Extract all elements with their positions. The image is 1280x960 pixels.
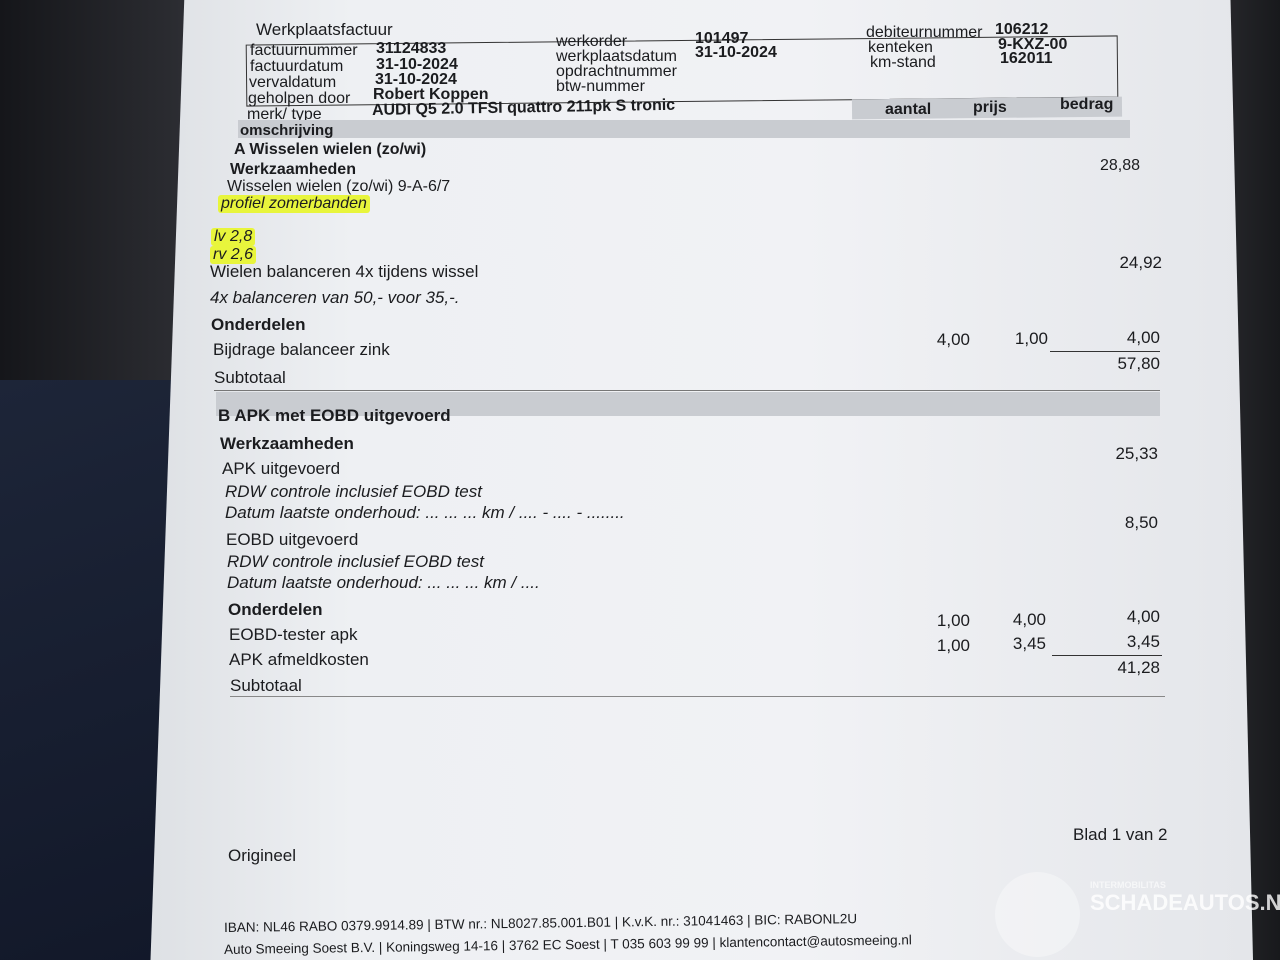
section-b-bar [216, 392, 1160, 416]
section-b-divider [230, 696, 1165, 697]
subtotal-rule [1050, 351, 1160, 352]
factuurdatum-value: 31-10-2024 [376, 56, 458, 73]
section-a-title: A Wisselen wielen (zo/wi) [234, 141, 427, 158]
factuurnummer-label: factuurnummer [250, 42, 358, 59]
section-a-werk: Werkzaamheden [230, 161, 356, 178]
origineel-label: Origineel [228, 846, 297, 865]
a-part1-bedrag: 4,00 [1126, 328, 1160, 347]
b-part1-aantal: 1,00 [936, 611, 970, 630]
b-subtotaal-label: Subtotaal [230, 676, 302, 695]
b-part2-prijs: 3,45 [1012, 634, 1046, 653]
vervaldatum-label: vervaldatum [249, 74, 337, 91]
b-part1-prijs: 4,00 [1012, 610, 1046, 629]
b-item1-note2: Datum laatste onderhoud: ... ... ... km … [225, 503, 625, 522]
watermark: INTERMOBILITAS SCHADEAUTOS.NL [1090, 880, 1280, 916]
merk-label: merk/ type [247, 106, 322, 123]
factuurnummer-value: 31124833 [376, 40, 447, 57]
b-onderdelen: Onderdelen [228, 600, 323, 619]
kenteken-label: kenteken [868, 39, 933, 56]
b-part2: APK afmeldkosten [229, 650, 369, 669]
a-subtotaal: 57,80 [1117, 354, 1160, 373]
a-note-lv: lv 2,8 [211, 228, 256, 246]
a-part1-prijs: 1,00 [1014, 329, 1048, 348]
b-part2-aantal: 1,00 [936, 636, 970, 655]
debiteur-value: 106212 [995, 21, 1049, 38]
subtotal-rule-b [1052, 655, 1162, 656]
omschrijving-bar [238, 120, 1130, 138]
a-item1: Wisselen wielen (zo/wi) 9-A-6/7 [227, 178, 451, 195]
b-item1-note1: RDW controle inclusief EOBD test [225, 482, 482, 501]
werkorder-value: 101497 [695, 30, 749, 47]
km-value: 162011 [1000, 50, 1053, 67]
b-item2-note2: Datum laatste onderhoud: ... ... ... km … [227, 573, 540, 592]
b-part2-bedrag: 3,45 [1126, 632, 1160, 651]
col-prijs: prijs [973, 99, 1007, 116]
a-subtotaal-label: Subtotaal [214, 368, 286, 387]
col-omschrijving: omschrijving [240, 122, 334, 139]
b-item1: APK uitgevoerd [222, 459, 341, 478]
b-item2-note1: RDW controle inclusief EOBD test [227, 552, 484, 571]
werkplaatsdatum-label: werkplaatsdatum [556, 48, 677, 65]
section-b-title: B APK met EOBD uitgevoerd [218, 406, 451, 425]
b-part1-bedrag: 4,00 [1126, 607, 1160, 626]
a-note-rv: rv 2,6 [210, 246, 257, 264]
section-b-werk: Werkzaamheden [220, 434, 354, 453]
km-label: km-stand [870, 54, 936, 71]
page-number: Blad 1 van 2 [1073, 825, 1168, 844]
b-item2: EOBD uitgevoerd [226, 530, 359, 549]
a-onderdelen: Onderdelen [211, 315, 306, 334]
watermark-big: SCHADEAUTOS.NL [1090, 890, 1280, 915]
a-part1: Bijdrage balanceer zink [213, 340, 390, 359]
a-item1-amount: 28,88 [1099, 157, 1140, 174]
factuurdatum-label: factuurdatum [250, 58, 344, 75]
invoice-title: Werkplaatsfactuur [256, 20, 393, 39]
invoice-paper [150, 0, 1253, 960]
werkplaatsdatum-value: 31-10-2024 [695, 44, 777, 61]
b-part1: EOBD-tester apk [229, 625, 358, 644]
b-item2-amount: 8,50 [1124, 513, 1158, 532]
section-divider [214, 390, 1160, 391]
b-subtotaal: 41,28 [1117, 658, 1160, 677]
geholpen-value: Robert Koppen [373, 86, 489, 103]
col-bedrag: bedrag [1060, 96, 1114, 113]
werkorder-label: werkorder [556, 33, 628, 50]
a-item2-amount: 24,92 [1119, 253, 1162, 272]
watermark-small: INTERMOBILITAS [1090, 880, 1166, 890]
btw-label: btw-nummer [556, 78, 645, 95]
col-aantal: aantal [885, 101, 932, 118]
debiteur-label: debiteurnummer [866, 24, 983, 41]
a-part1-aantal: 4,00 [936, 330, 970, 349]
b-item1-amount: 25,33 [1115, 444, 1158, 463]
watermark-globe-icon [995, 872, 1080, 957]
a-note-profiel: profiel zomerbanden [218, 195, 370, 213]
vervaldatum-value: 31-10-2024 [375, 71, 457, 88]
kenteken-value: 9-KXZ-00 [998, 36, 1068, 53]
a-item2: Wielen balanceren 4x tijdens wissel [210, 262, 479, 281]
geholpen-label: geholpen door [248, 90, 351, 107]
opdrachtnummer-label: opdrachtnummer [556, 63, 677, 80]
a-item2-note: 4x balanceren van 50,- voor 35,-. [210, 288, 460, 307]
